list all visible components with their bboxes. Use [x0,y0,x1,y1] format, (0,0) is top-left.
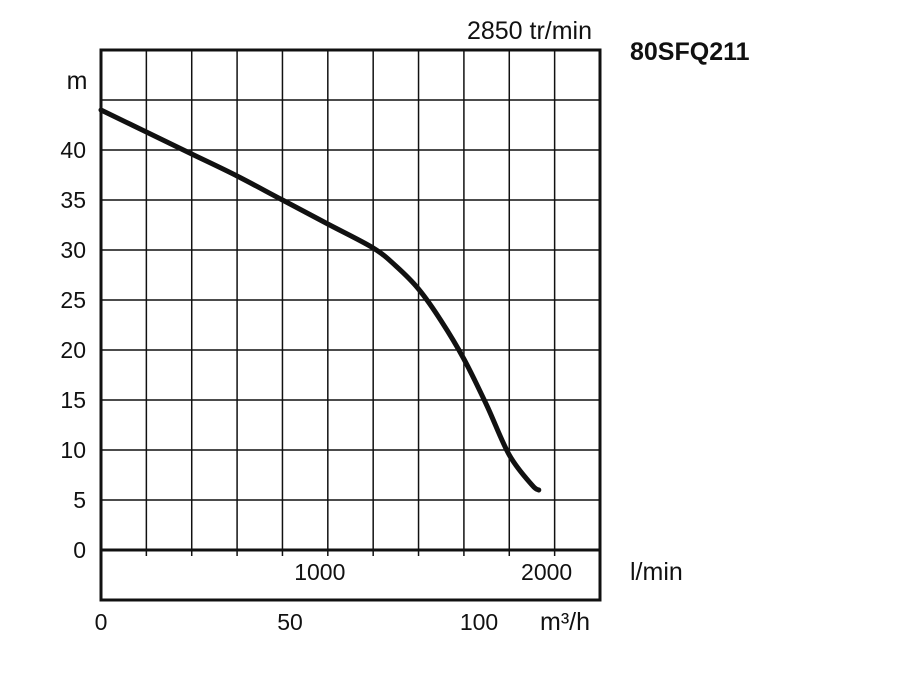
chart-subtitle: 2850 tr/min [467,17,592,45]
y-tick-label: 0 [73,537,86,563]
y-tick-label: 25 [60,287,86,313]
y-tick-label: 15 [60,387,86,413]
y-tick-label: 20 [60,337,86,363]
x-tick-label-m3h: 0 [95,609,108,635]
secondary-axis-band [99,548,602,602]
y-tick-label: 35 [60,187,86,213]
pump-curve-line [98,107,542,493]
x-tick-label-m3h: 50 [277,609,303,635]
x-tick-labels: 1000 2000 0 50 100 [95,559,573,635]
x-axis-label-m3h: m³/h [540,608,590,636]
y-tick-labels: 0 5 10 15 20 25 30 35 40 [60,137,86,563]
grid-layer [101,50,600,556]
x-tick-label-m3h: 100 [460,609,498,635]
y-tick-label: 30 [60,237,86,263]
x-tick-label-lmin: 1000 [294,559,345,585]
y-axis-label: m [67,67,88,95]
x-tick-label-lmin: 2000 [521,559,572,585]
chart-title: 80SFQ211 [630,38,750,66]
x-axis-label-lmin: l/min [630,558,683,586]
curve-layer [98,107,542,493]
y-tick-label: 10 [60,437,86,463]
y-tick-label: 40 [60,137,86,163]
y-tick-label: 5 [73,487,86,513]
